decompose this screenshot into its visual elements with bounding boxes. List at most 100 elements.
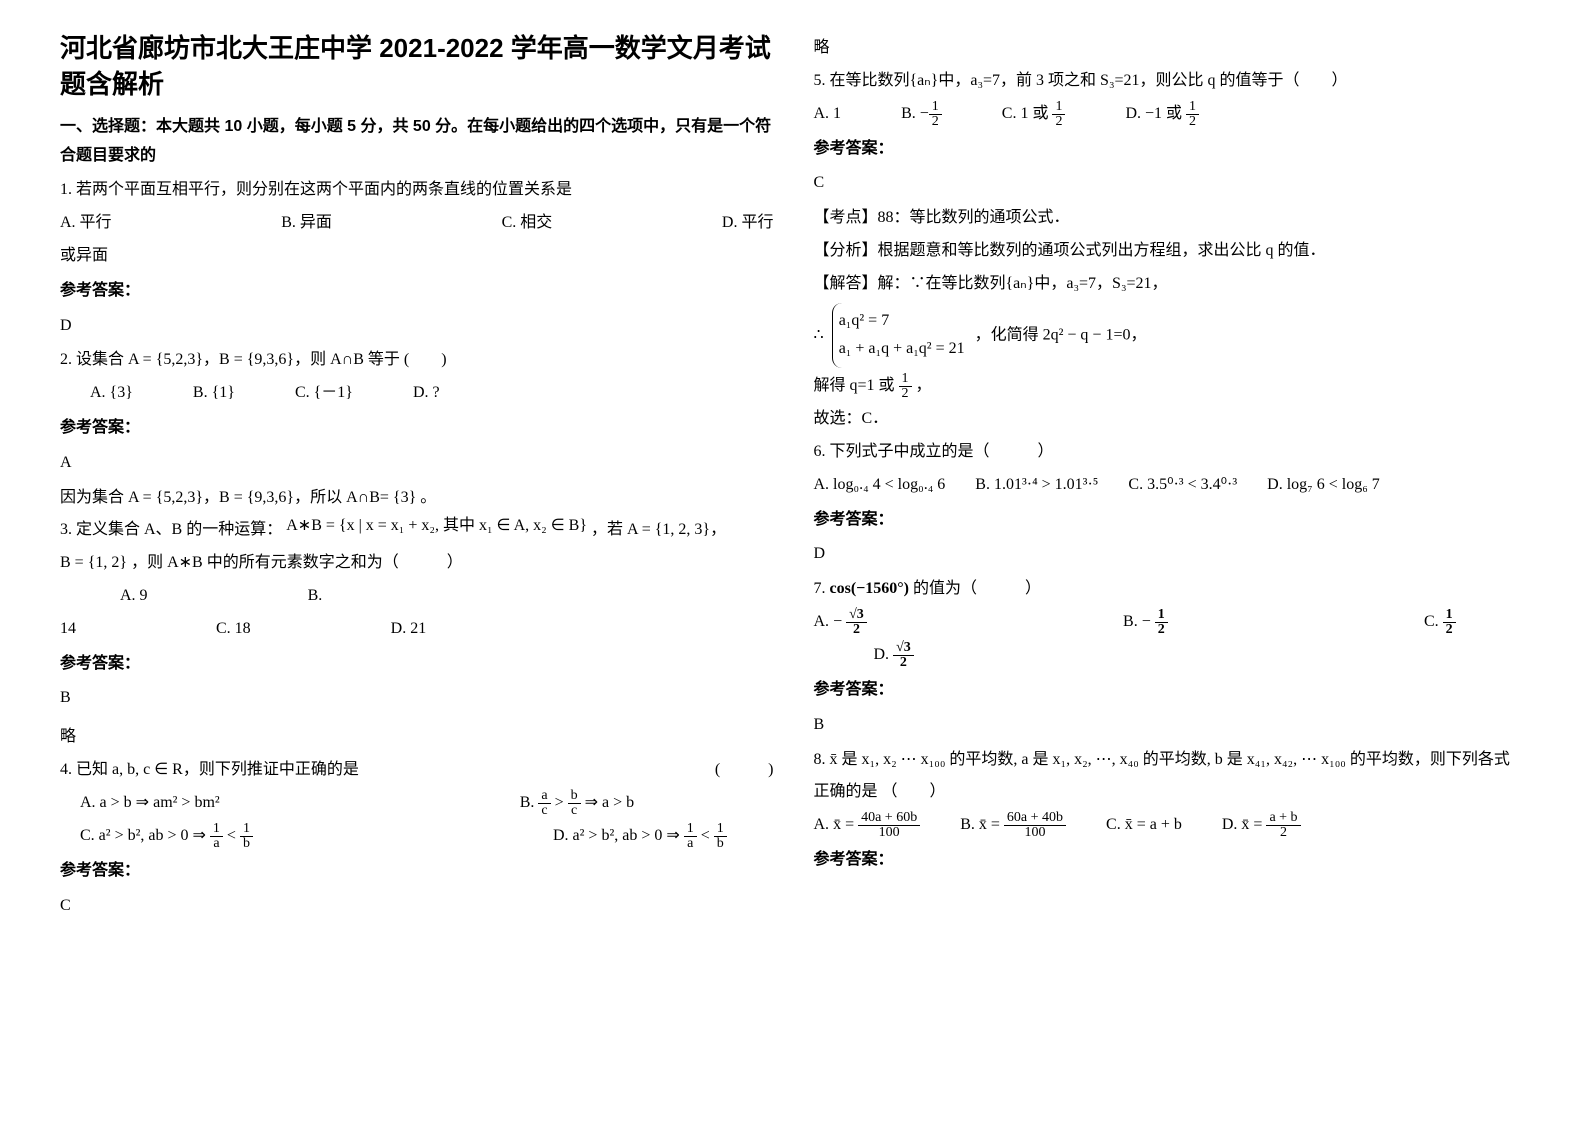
q7-a-pre: A. — [814, 613, 834, 630]
q3-answer: B — [60, 684, 774, 713]
q3-answer-label: 参考答案： — [60, 650, 774, 679]
q8-line2: 正确的是 （ ） — [814, 778, 1528, 807]
q7-post: 的值为（ ） — [913, 580, 1041, 597]
q6-opt-a: A. log₀.₄ 4 < log₀.₄ 6 — [814, 471, 946, 500]
q4-opt-c: C. a² > b², ab > 0 ⇒ 1a < 1b — [80, 822, 253, 851]
q8-options: A. x̄ = 40a + 60b100 B. x̄ = 60a + 40b10… — [814, 811, 1528, 840]
frac-sqrt3-2-a: √32 — [846, 608, 867, 637]
q5-answer: C — [814, 169, 1528, 198]
q4-opt-a: A. a > b ⇒ am² > bm² — [80, 789, 220, 818]
frac-1-2-solve: 12 — [899, 372, 912, 401]
q4-b-pre: B. — [520, 794, 539, 811]
q1-answer: D — [60, 312, 774, 341]
q5-solve-post: ， — [916, 377, 932, 394]
q5-case: ∴ a₁q² = 7 a₁ + a₁q + a₁q² = 21 ，化简得 2q²… — [814, 303, 1528, 369]
frac-1-2-c7: 12 — [1443, 608, 1456, 637]
q7-d-pre: D. — [874, 646, 894, 663]
frac-1-a-c: 1a — [210, 822, 223, 851]
q7-opt-a: A. − √32 — [814, 608, 867, 637]
q3-l1b: ，若 A = {1, 2, 3}， — [591, 521, 726, 538]
q4-paren: ( ) — [715, 756, 774, 785]
page-root: 河北省廊坊市北大王庄中学 2021-2022 学年高一数学文月考试题含解析 一、… — [0, 0, 1587, 1122]
frac-1-2-b7: 12 — [1155, 608, 1168, 637]
q2-opt-d: D. ? — [413, 379, 440, 408]
q3-line1: 3. 定义集合 A、B 的一种运算： A∗B = {x | x = x₁ + x… — [60, 516, 774, 545]
q7-options-row1: A. − √32 B. − 12 C. 12 — [814, 608, 1456, 637]
q5-opt-c: C. 1 或 12 — [1002, 100, 1066, 129]
q5-c-pre: C. 1 或 — [1002, 105, 1053, 122]
q5-b-pre: B. − — [901, 105, 929, 122]
q1-opt-a: A. 平行 — [60, 209, 112, 238]
q3-l1a: 3. 定义集合 A、B 的一种运算： — [60, 521, 282, 538]
q3-opt-c: C. 18 — [216, 615, 251, 644]
q5-opt-b: B. −12 — [901, 100, 942, 129]
q3-opt-a: A. 9 — [120, 582, 148, 611]
q5-kaodian: 【考点】88：等比数列的通项公式． — [814, 204, 1528, 233]
q7-opt-b: B. − 12 — [1123, 608, 1168, 637]
frac-a-c: ac — [538, 789, 550, 818]
q4-row1: A. a > b ⇒ am² > bm² B. ac > bc ⇒ a > b — [60, 789, 774, 818]
q1-options: A. 平行 B. 异面 C. 相交 D. 平行 — [60, 209, 774, 238]
q8-opt-a: A. x̄ = 40a + 60b100 — [814, 811, 921, 840]
frac-1-b-d: 1b — [714, 822, 727, 851]
q5-opt-a: A. 1 — [814, 100, 842, 129]
case-bracket: a₁q² = 7 a₁ + a₁q + a₁q² = 21 — [832, 303, 971, 369]
right-column: 略 5. 在等比数列{aₙ}中，a₃=7，前 3 项之和 S₃=21，则公比 q… — [794, 30, 1548, 1092]
q1-answer-label: 参考答案： — [60, 277, 774, 306]
frac-aplusb-2: a + b2 — [1266, 811, 1300, 840]
q7-pre: 7. — [814, 580, 830, 597]
q4-row2: C. a² > b², ab > 0 ⇒ 1a < 1b D. a² > b²,… — [60, 822, 774, 851]
q6-opt-c: C. 3.5⁰·³ < 3.4⁰·³ — [1128, 471, 1237, 500]
q5-pick: 故选：C． — [814, 405, 1528, 434]
section1-heading: 一、选择题：本大题共 10 小题，每小题 5 分，共 50 分。在每小题给出的四… — [60, 113, 774, 171]
q7-opt-c: C. 12 — [1424, 608, 1456, 637]
q3-opts-a: A. 9 B. — [120, 582, 774, 611]
q5-d-pre: D. −1 或 — [1125, 105, 1186, 122]
frac-1-2-b: 12 — [929, 100, 942, 129]
q4-c-pre: C. — [80, 827, 99, 844]
frac-1-2-c: 12 — [1052, 100, 1065, 129]
q3-expr: A∗B = {x | x = x₁ + x₂, 其中 x₁ ∈ A, x₂ ∈ … — [286, 517, 591, 534]
q8-answer-label: 参考答案： — [814, 846, 1528, 875]
q1-opt-b: B. 异面 — [281, 209, 332, 238]
q7-answer: B — [814, 711, 1528, 740]
q8-opt-c: C. x̄ = a + b — [1106, 811, 1182, 840]
q3-opts-b: 14 C. 18 D. 21 — [60, 615, 774, 644]
frac-1-2-d: 12 — [1186, 100, 1199, 129]
q3-line2: B = {1, 2} ，则 A∗B 中的所有元素数字之和为（ ） — [60, 549, 774, 578]
case-l1: a₁q² = 7 — [839, 307, 965, 336]
q5-fenxi: 【分析】根据题意和等比数列的通项公式列出方程组，求出公比 q 的值． — [814, 237, 1528, 266]
q2-explain: 因为集合 A = {5,2,3}，B = {9,3,6}，所以 A∩B= {3}… — [60, 484, 774, 513]
q5-stem: 5. 在等比数列{aₙ}中，a₃=7，前 3 项之和 S₃=21，则公比 q 的… — [814, 67, 1528, 96]
q2-opt-a: A. {3} — [90, 379, 133, 408]
q4-d-text: a² > b², ab > 0 ⇒ — [573, 827, 684, 844]
q3-opt-d: D. 21 — [391, 615, 427, 644]
q3-extra: 略 — [60, 723, 774, 752]
q1-stem: 1. 若两个平面互相平行，则分别在这两个平面内的两条直线的位置关系是 — [60, 176, 774, 205]
q7-opt-d: D. √32 — [874, 641, 1528, 670]
q5-opt-d: D. −1 或 12 — [1125, 100, 1199, 129]
q4-d-pre: D. — [553, 827, 573, 844]
q4-answer: C — [60, 892, 774, 921]
q8-b-pre: B. — [960, 816, 979, 833]
q2-answer: A — [60, 449, 774, 478]
q2-options: A. {3} B. {1} C. {－1} D. ? — [90, 379, 774, 408]
q5-answer-label: 参考答案： — [814, 135, 1528, 164]
q8-opt-b: B. x̄ = 60a + 40b100 — [960, 811, 1066, 840]
frac-1-b-c: 1b — [240, 822, 253, 851]
q5-options: A. 1 B. −12 C. 1 或 12 D. −1 或 12 — [814, 100, 1528, 129]
q4-opt-b: B. ac > bc ⇒ a > b — [520, 789, 634, 818]
q8-line1: 8. x̄ 是 x₁, x₂ ⋯ x₁₀₀ 的平均数, a 是 x₁, x₂, … — [814, 746, 1528, 775]
q3-l2a: B = {1, 2} — [60, 554, 127, 571]
q6-stem: 6. 下列式子中成立的是（ ） — [814, 438, 1528, 467]
frac-1-a-d: 1a — [684, 822, 697, 851]
q5-jieda-pre: 【解答】解：∵在等比数列{aₙ}中，a₃=7，S₃=21， — [814, 270, 1528, 299]
q8-opt-d: D. x̄ = a + b2 — [1222, 811, 1301, 840]
case-l2: a₁ + a₁q + a₁q² = 21 — [839, 335, 965, 364]
q7-c-pre: C. — [1424, 613, 1443, 630]
q4-stem-text: 4. 已知 a, b, c ∈ R，则下列推证中正确的是 — [60, 756, 359, 785]
q3-opt-b-pre: B. — [308, 582, 323, 611]
frac-sqrt3-2-d: √32 — [893, 641, 914, 670]
q5-solve-pre: 解得 q=1 或 — [814, 377, 899, 394]
q2-answer-label: 参考答案： — [60, 414, 774, 443]
